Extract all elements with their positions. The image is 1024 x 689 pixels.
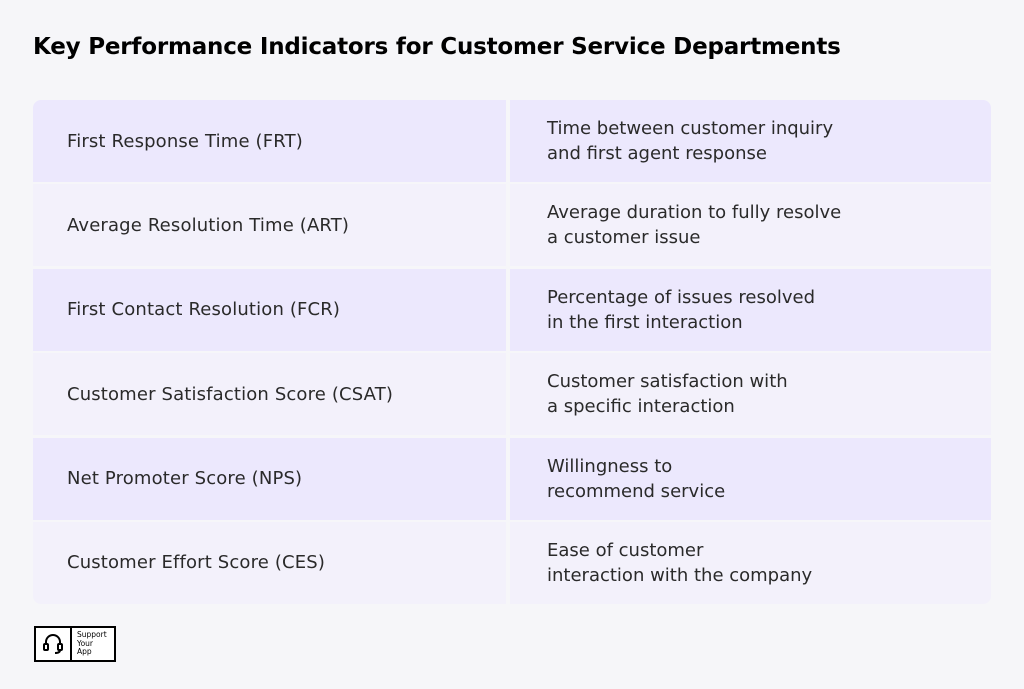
headset-icon bbox=[36, 628, 72, 660]
kpi-name: Customer Satisfaction Score (CSAT) bbox=[33, 353, 506, 436]
kpi-description: Willingness to recommend service bbox=[510, 437, 991, 520]
kpi-description: Average duration to fully resolve a cust… bbox=[510, 184, 991, 267]
kpi-description: Time between customer inquiry and first … bbox=[510, 100, 991, 182]
logo-text: Support Your App bbox=[77, 630, 107, 656]
kpi-description: Percentage of issues resolved in the fir… bbox=[510, 268, 991, 351]
kpi-name: First Contact Resolution (FCR) bbox=[33, 268, 506, 351]
kpi-name: Net Promoter Score (NPS) bbox=[33, 437, 506, 520]
kpi-name: First Response Time (FRT) bbox=[33, 100, 506, 182]
page-title: Key Performance Indicators for Customer … bbox=[33, 34, 841, 60]
kpi-name: Average Resolution Time (ART) bbox=[33, 184, 506, 267]
kpi-name: Customer Effort Score (CES) bbox=[33, 521, 506, 604]
kpi-table: First Response Time (FRT) Time between c… bbox=[33, 100, 991, 604]
kpi-description: Ease of customer interaction with the co… bbox=[510, 521, 991, 604]
kpi-description: Customer satisfaction with a specific in… bbox=[510, 353, 991, 436]
brand-logo: Support Your App bbox=[34, 626, 116, 662]
